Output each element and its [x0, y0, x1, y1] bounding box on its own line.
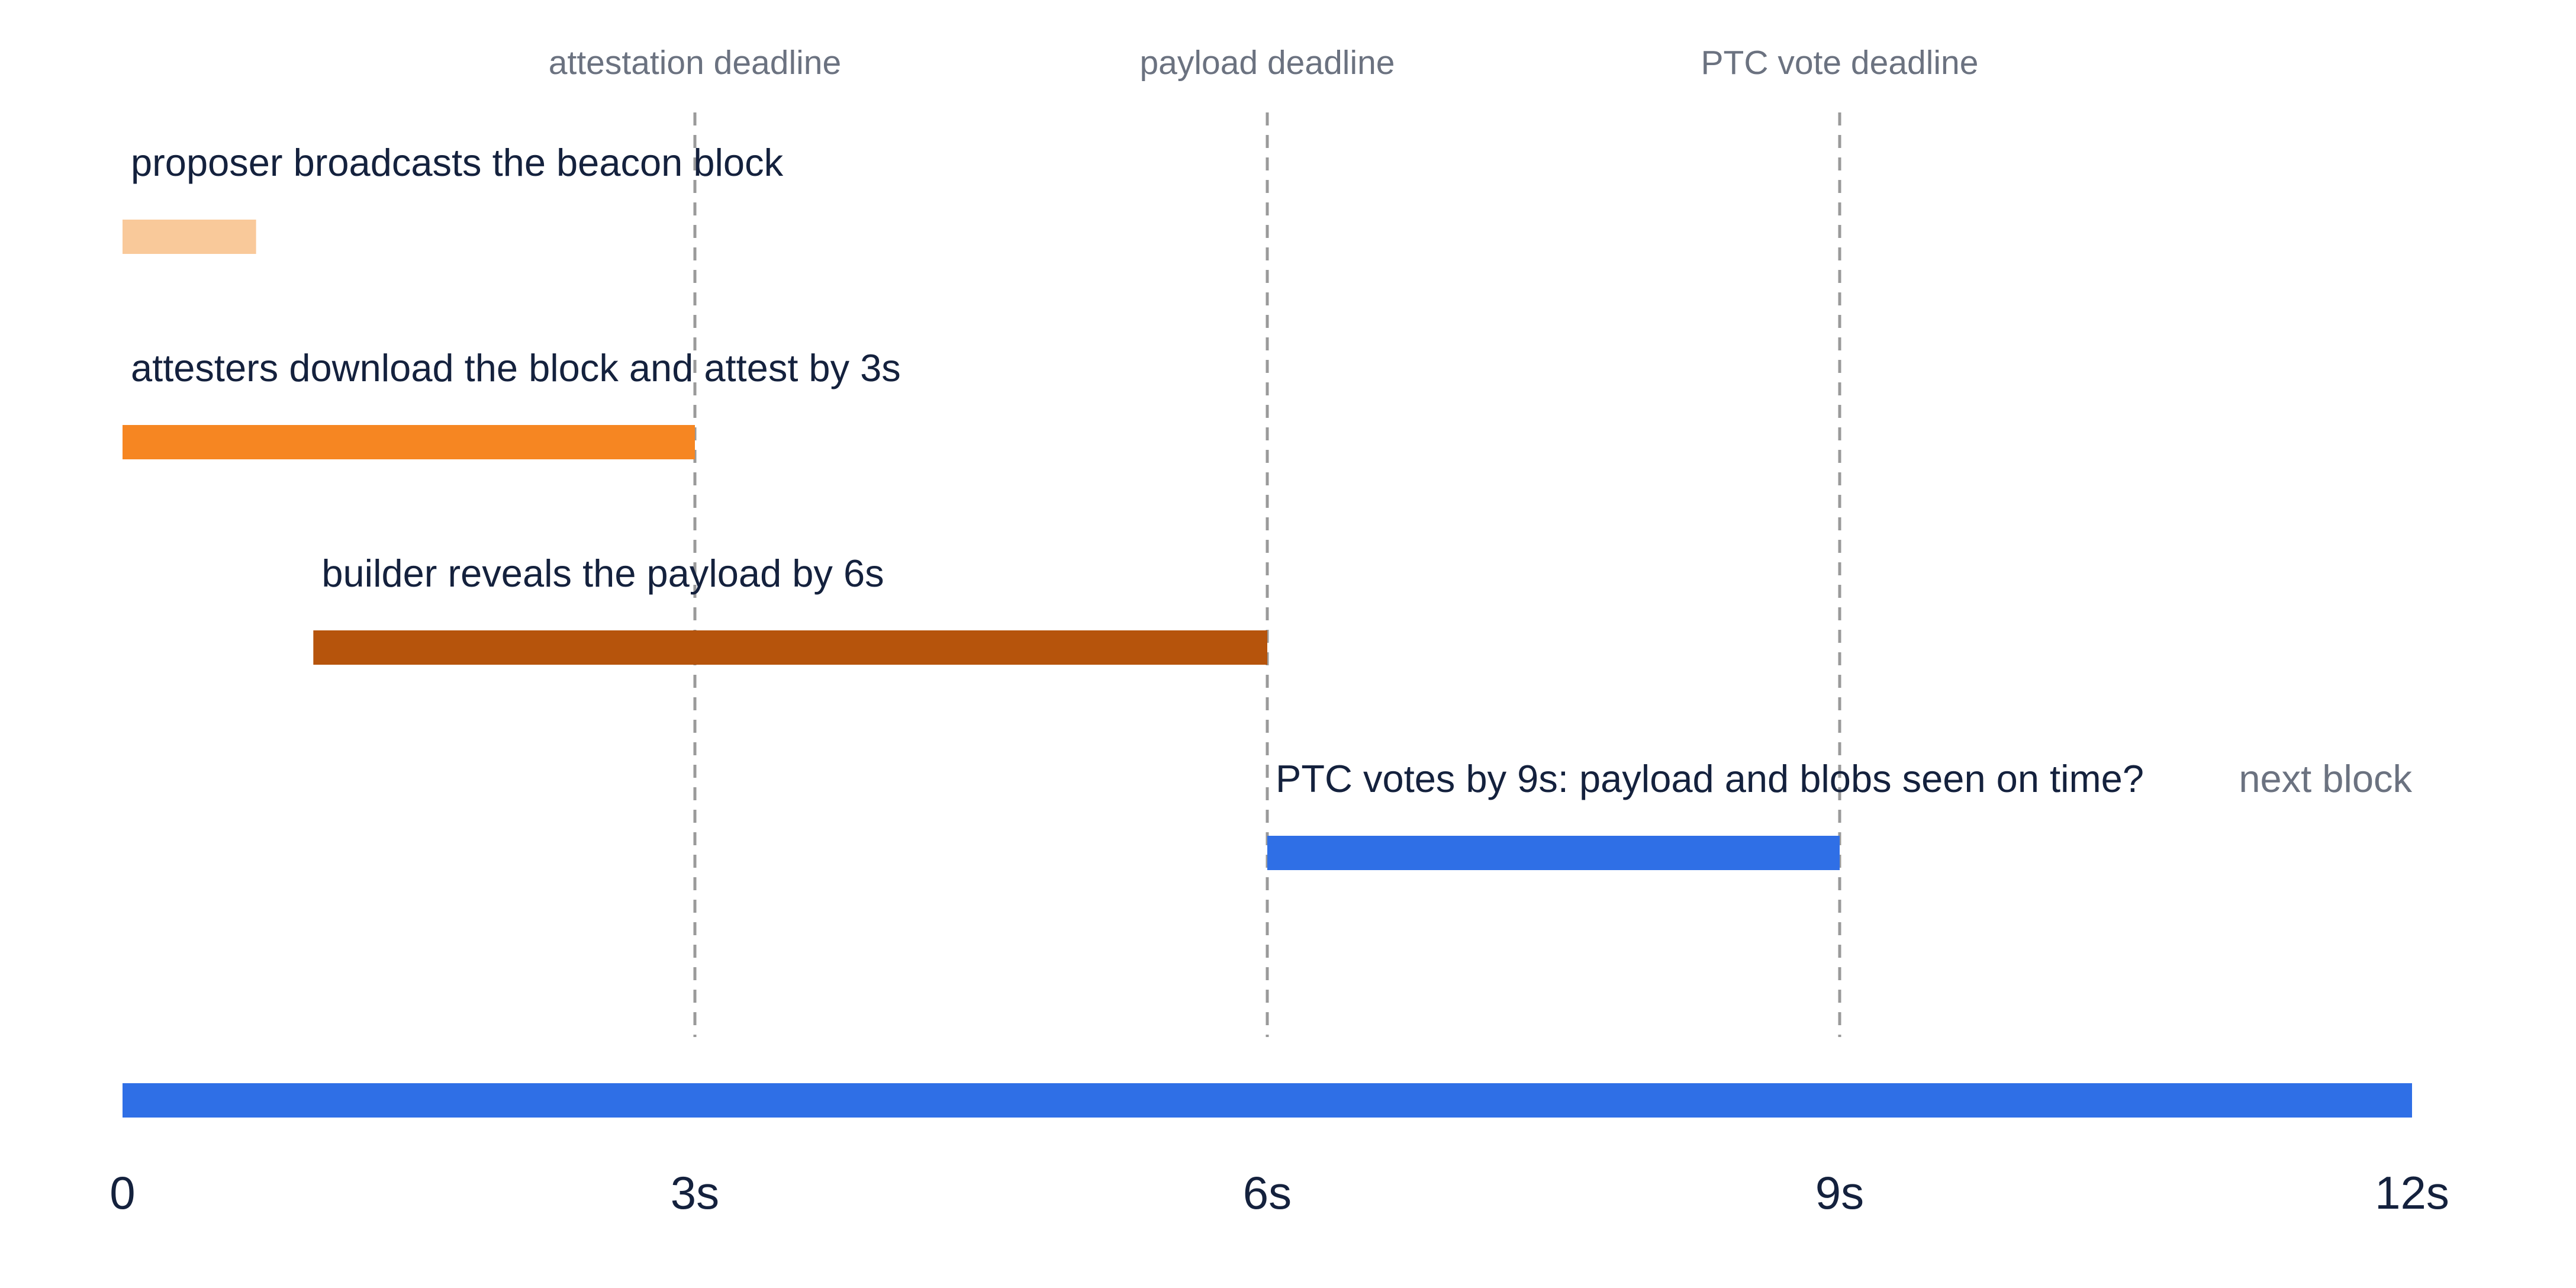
- phase-bar-1: [123, 425, 695, 459]
- phase-labels: proposer broadcasts the beacon block atte…: [131, 141, 2144, 800]
- phase-label-1: attesters download the block and attest …: [131, 346, 901, 389]
- deadline-lines: [693, 112, 1841, 1037]
- phase-bars: [123, 220, 1840, 870]
- phase-label-0: proposer broadcasts the beacon block: [131, 141, 784, 184]
- tick-label-4: 12s: [2375, 1167, 2449, 1219]
- deadline-label-0: attestation deadline: [549, 44, 841, 82]
- deadline-label-1: payload deadline: [1139, 44, 1395, 82]
- phase-bar-2: [313, 630, 1268, 665]
- phase-label-3: PTC votes by 9s: payload and blobs seen …: [1276, 757, 2144, 800]
- tick-label-0: 0: [110, 1167, 135, 1219]
- deadline-labels: attestation deadline payload deadline PTC …: [549, 44, 1979, 82]
- phase-bar-0: [123, 220, 256, 254]
- time-axis-tick-labels: 0 3s 6s 9s 12s: [110, 1167, 2449, 1219]
- phase-label-2: builder reveals the payload by 6s: [321, 552, 884, 595]
- slot-bar: [123, 1083, 2412, 1118]
- deadline-label-2: PTC vote deadline: [1701, 44, 1979, 82]
- next-block-label: next block: [2239, 757, 2412, 800]
- tick-label-2: 6s: [1243, 1167, 1292, 1219]
- tick-label-3: 9s: [1815, 1167, 1864, 1219]
- tick-label-1: 3s: [671, 1167, 719, 1219]
- phase-bar-3: [1267, 836, 1840, 870]
